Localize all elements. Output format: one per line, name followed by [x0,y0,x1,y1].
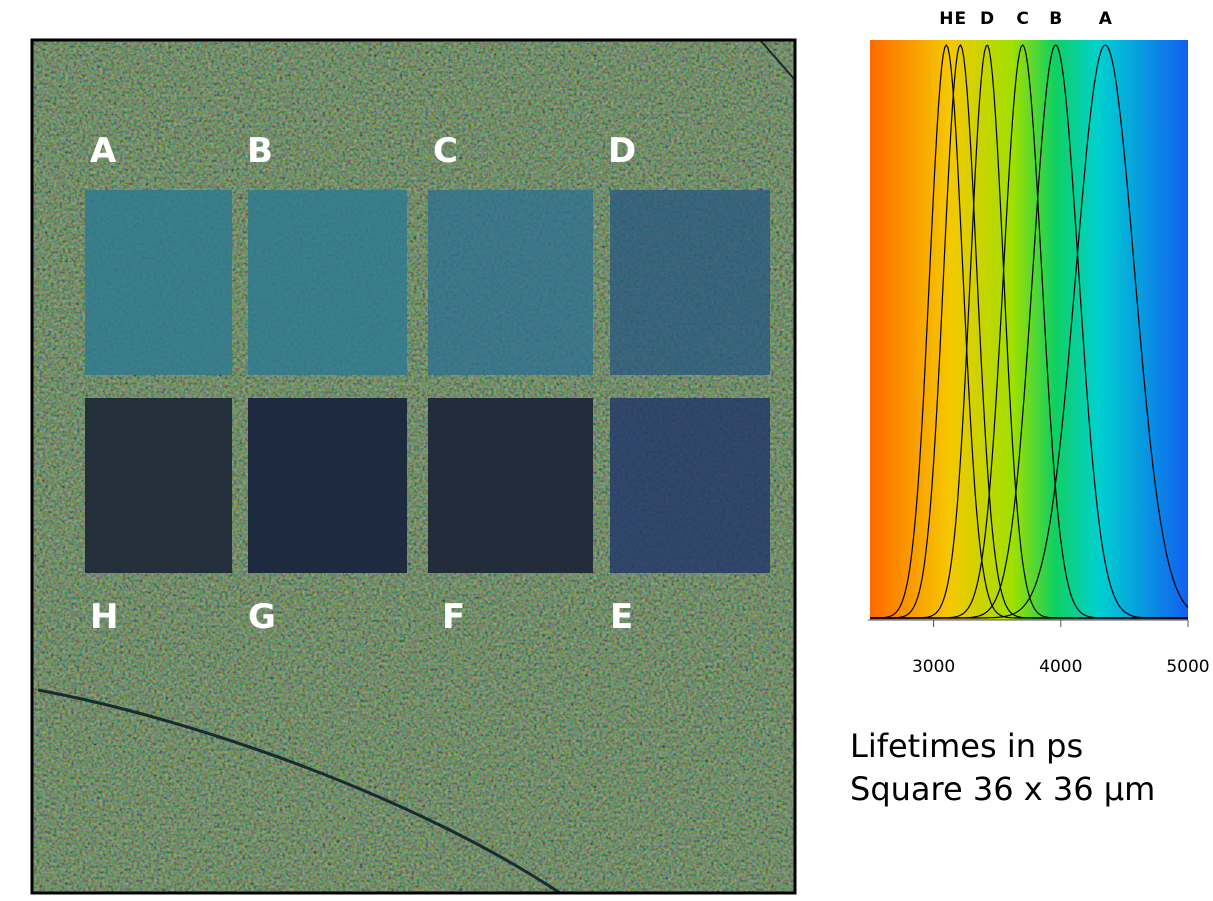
caption: Square 36 x 36 μm [850,770,1155,808]
square-label: H [90,597,118,637]
peak-label: C [1016,9,1028,29]
square-label: E [610,597,633,637]
x-tick-label: 4000 [1039,657,1082,677]
x-tick-label: 5000 [1166,657,1209,677]
square-label: D [608,131,636,171]
peak-label: E [954,9,966,29]
square-label: B [247,131,273,171]
square-label: G [248,597,276,637]
square-label: A [90,131,117,171]
lifetime-chart: 3000 4000 5000 H E D C B A [868,9,1210,677]
square-label: C [433,131,458,171]
x-tick-label: 3000 [912,657,955,677]
lifetime-curve [870,44,1189,619]
peak-label: B [1049,9,1062,29]
caption: Lifetimes in ps [850,727,1083,765]
micrograph: A B C D H G F E [30,38,797,895]
peak-label: A [1099,9,1113,29]
square-label: F [442,597,465,637]
peak-label: H [939,9,953,29]
peak-label: D [980,9,994,29]
